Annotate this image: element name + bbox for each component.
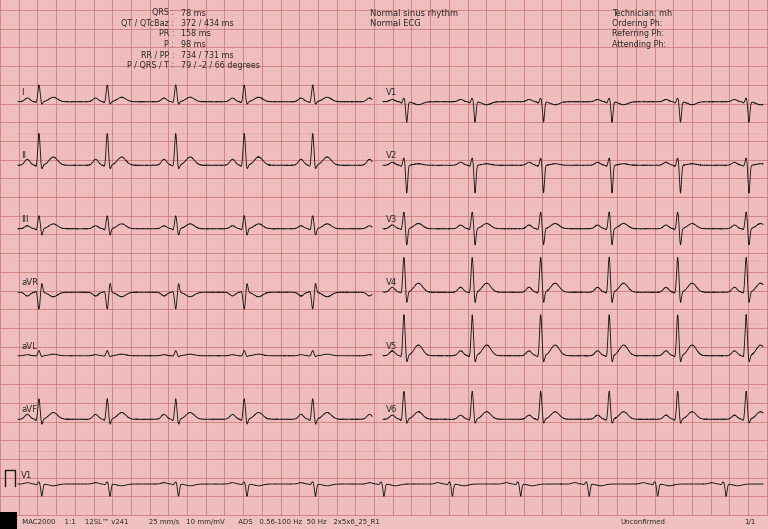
Text: V4: V4: [386, 278, 397, 287]
Text: 372 / 434 ms: 372 / 434 ms: [181, 19, 233, 28]
Text: Unconfirmed: Unconfirmed: [620, 519, 665, 525]
Text: 79 / -2 / 66 degrees: 79 / -2 / 66 degrees: [181, 61, 260, 70]
Text: QT / QTcBaz :: QT / QTcBaz :: [121, 19, 174, 28]
Text: Attending Ph:: Attending Ph:: [612, 40, 666, 49]
Text: V5: V5: [386, 342, 397, 351]
Text: aVL: aVL: [21, 342, 37, 351]
Bar: [0, 512, 17, 529]
Text: 98 ms: 98 ms: [181, 40, 206, 49]
Text: Normal sinus rhythm: Normal sinus rhythm: [370, 8, 458, 17]
Text: aVR: aVR: [21, 278, 38, 287]
Text: aVF: aVF: [21, 405, 37, 414]
Text: 734 / 731 ms: 734 / 731 ms: [181, 50, 233, 59]
Text: P / QRS / T :: P / QRS / T :: [127, 61, 174, 70]
Text: 1/1: 1/1: [745, 519, 756, 525]
Text: V1: V1: [386, 88, 397, 97]
Text: PR :: PR :: [159, 30, 174, 39]
Text: 78 ms: 78 ms: [181, 8, 206, 17]
Text: QRS :: QRS :: [152, 8, 174, 17]
Text: Ordering Ph:: Ordering Ph:: [612, 19, 662, 28]
Text: V3: V3: [386, 215, 397, 224]
Text: GE  MAC2000    1:1    12SL™ v241         25 mm/s   10 mm/mV      ADS   0.56-100 : GE MAC2000 1:1 12SL™ v241 25 mm/s 10 mm/…: [8, 518, 380, 525]
Text: Normal ECG: Normal ECG: [370, 19, 421, 28]
Text: P :: P :: [164, 40, 174, 49]
Text: II: II: [21, 151, 26, 160]
Text: III: III: [21, 215, 28, 224]
Text: 158 ms: 158 ms: [181, 30, 210, 39]
Text: V2: V2: [386, 151, 397, 160]
Text: RR / PP :: RR / PP :: [141, 50, 174, 59]
Text: Technician: mh: Technician: mh: [612, 8, 672, 17]
Text: I: I: [21, 88, 24, 97]
Text: Referring Ph:: Referring Ph:: [612, 30, 664, 39]
Text: V1: V1: [21, 471, 32, 480]
Text: V6: V6: [386, 405, 397, 414]
